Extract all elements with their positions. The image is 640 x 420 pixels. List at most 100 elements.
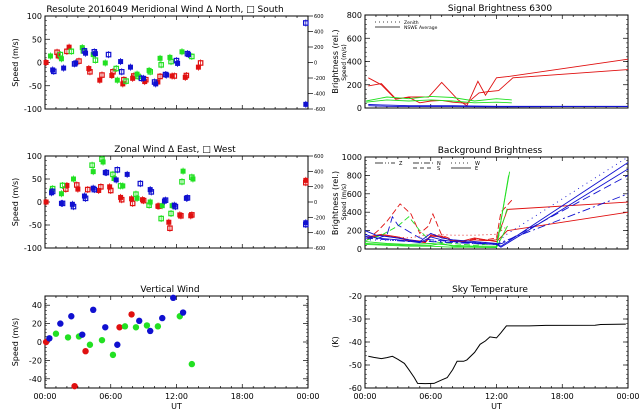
- blue-point: [175, 60, 181, 66]
- x-tick-label: 06:00: [99, 392, 122, 401]
- blue-point: [114, 341, 121, 348]
- red-point: [109, 73, 115, 79]
- green-point: [68, 48, 75, 55]
- red-point: [118, 196, 125, 203]
- green-point: [114, 77, 120, 83]
- blue-point: [159, 314, 166, 322]
- x-tick-label: 00:00: [353, 392, 376, 401]
- y-axis-label: Speed (m/s): [11, 178, 20, 227]
- red-point: [183, 72, 190, 79]
- y-tick-label: 600: [347, 34, 362, 43]
- legend-label: E: [475, 166, 478, 172]
- green-point: [47, 53, 53, 59]
- red-point: [129, 200, 136, 207]
- green-point: [132, 324, 140, 331]
- y-tick-label: 100: [27, 152, 42, 161]
- blue-point: [73, 60, 79, 66]
- red-point: [171, 73, 178, 79]
- blue-point: [164, 72, 170, 78]
- green-point: [134, 195, 140, 201]
- right-y-tick-label: 400: [314, 30, 324, 36]
- blue-point: [161, 198, 167, 204]
- blue-point: [183, 195, 189, 201]
- y-tick-label: 40: [32, 301, 42, 310]
- red-point: [43, 60, 49, 65]
- green-point: [179, 49, 185, 55]
- red-W-line: [367, 201, 629, 244]
- x-tick-label: 00:00: [616, 392, 639, 401]
- red-point: [43, 199, 49, 205]
- red-point: [178, 213, 184, 219]
- right-y-tick-label: -200: [314, 215, 325, 221]
- green-point: [79, 45, 85, 51]
- y-tick-label: 0: [37, 198, 42, 207]
- y-tick-label: 400: [347, 58, 362, 67]
- red-point: [82, 348, 89, 355]
- green-point: [64, 334, 72, 341]
- signal-panel: Signal Brightness 6300 800 600 400 200 0 Brigh…: [331, 4, 629, 113]
- right-y-tick-label: -600: [314, 246, 325, 252]
- green-point: [98, 336, 106, 344]
- red-point: [86, 66, 92, 72]
- right-y-axis-label: Speed (m/s): [341, 184, 348, 220]
- blue-point: [102, 170, 108, 176]
- blue-point: [90, 306, 97, 313]
- legend-label: W: [475, 161, 480, 167]
- y-tick-label: 100: [27, 12, 42, 21]
- blue-point: [103, 169, 110, 176]
- blue-S-line: [365, 168, 629, 248]
- y-axis-label: Brightness (rel.): [331, 171, 340, 235]
- green-point: [70, 176, 76, 182]
- blue-2-line: [368, 105, 628, 108]
- green-point: [109, 351, 117, 359]
- y-tick-label: 200: [347, 81, 362, 90]
- skytemp-panel: Sky Temperature -20 -30 -40 -50 -60 (K) 00:00 06…: [331, 285, 640, 411]
- blue-point: [79, 331, 86, 338]
- blue-point: [113, 177, 119, 183]
- chart-title: Sky Temperature: [452, 285, 528, 295]
- red-point: [98, 184, 104, 190]
- x-axis-label: UT: [491, 402, 502, 411]
- blue-point: [171, 202, 177, 208]
- right-y-tick-label: 0: [314, 200, 317, 206]
- x-tick-label: 18:00: [231, 392, 254, 401]
- x-tick-label: 06:00: [419, 392, 442, 401]
- red-point: [110, 68, 116, 75]
- blue-point: [49, 188, 56, 195]
- y-tick-label: -100: [24, 105, 42, 114]
- y-axis-label: Brightness (rel.): [331, 29, 340, 93]
- blue-point: [46, 335, 53, 342]
- blue-point: [124, 171, 130, 177]
- y-tick-label: 0: [37, 59, 42, 68]
- green-2-line: [366, 99, 512, 104]
- green-point: [180, 168, 186, 174]
- blue-point: [137, 180, 144, 187]
- red-point: [116, 324, 123, 331]
- green-point: [58, 56, 64, 62]
- blue-point: [90, 185, 96, 191]
- blue-point: [136, 317, 143, 325]
- green-point: [123, 78, 129, 84]
- right-y-tick-label: 200: [314, 45, 324, 51]
- blue-point: [50, 68, 57, 75]
- blue-point: [105, 51, 112, 58]
- red-point: [128, 311, 135, 318]
- blue-point: [59, 200, 66, 207]
- right-y-tick-label: -600: [314, 107, 325, 113]
- blue-N-line: [365, 175, 629, 245]
- zonal-panel: Zonal Wind Δ East, □ West 100 50 0 -50 -100 60…: [11, 145, 348, 253]
- green-point: [168, 210, 174, 217]
- chart-title: Background Brightness: [438, 146, 543, 156]
- green-1-line: [366, 95, 512, 102]
- green-point: [100, 159, 106, 165]
- blue-Z-line: [365, 156, 629, 244]
- red-point: [75, 186, 81, 192]
- blue-point: [172, 203, 179, 210]
- legend-label: NSWE Average: [404, 25, 438, 31]
- y-tick-label: -100: [24, 244, 42, 253]
- blue-point: [118, 68, 125, 75]
- plot-frame: [44, 295, 309, 389]
- right-y-tick-label: -200: [314, 76, 325, 82]
- blue-point: [148, 189, 155, 195]
- red-point: [197, 60, 204, 66]
